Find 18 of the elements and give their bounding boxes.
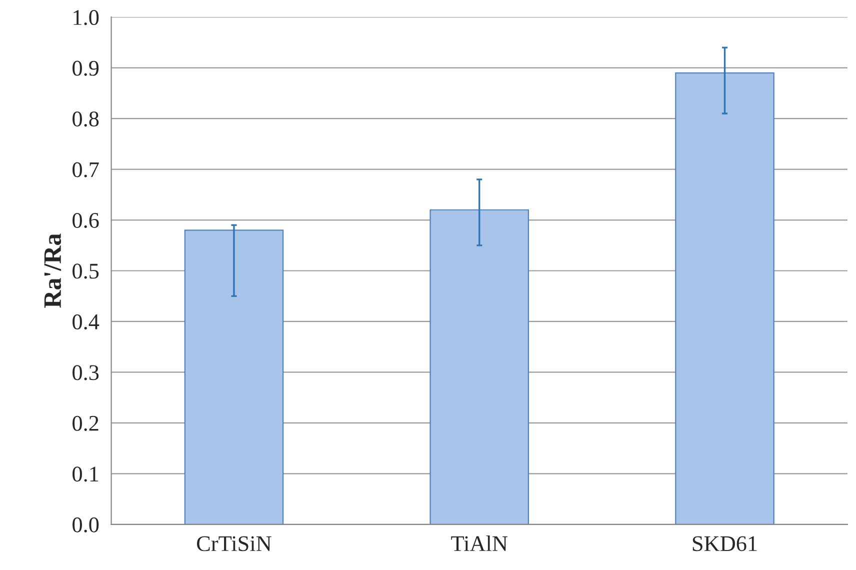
y-tick-label: 0.3 (72, 365, 99, 380)
y-tick-label: 0.2 (72, 416, 98, 431)
y-tick-label: 0.9 (72, 60, 99, 76)
x-tick-label: SKD61 (692, 536, 757, 552)
y-tick-label: 0.7 (72, 162, 99, 178)
bar (430, 209, 529, 524)
y-tick-label: 0.0 (72, 517, 99, 532)
y-tick-label: 1.0 (74, 10, 99, 26)
x-tick-label: CrTiSiN (197, 536, 272, 552)
y-axis-title: Ra'/Ra (44, 234, 62, 308)
bar (184, 230, 284, 524)
bar (675, 72, 774, 524)
y-tick-label: 0.8 (72, 111, 99, 127)
y-tick-label: 0.1 (72, 466, 98, 482)
x-tick-label: TiAlN (451, 536, 508, 551)
y-tick-label: 0.5 (72, 264, 99, 279)
y-tick-label: 0.6 (72, 212, 99, 228)
y-tick-label: 0.4 (72, 314, 100, 330)
